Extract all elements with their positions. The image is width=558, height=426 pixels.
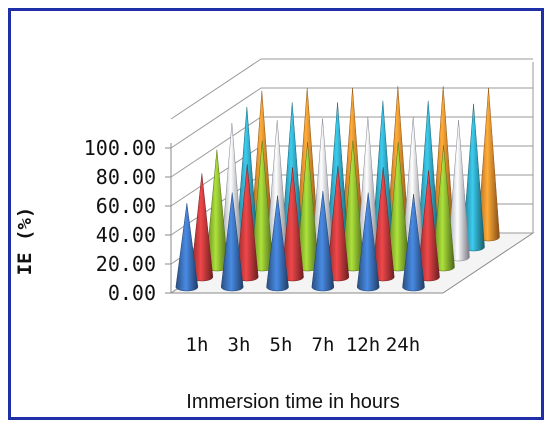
- x-category-label: 7h: [312, 334, 335, 356]
- y-tick-label: 0.00: [108, 281, 156, 305]
- y-tick-label: 60.00: [96, 194, 156, 218]
- y-tick-labels: 0.00 20.00 40.00 60.00 80.00 100.00: [84, 136, 171, 305]
- cone-mark: [356, 192, 380, 292]
- y-tick-label: 80.00: [96, 165, 156, 189]
- cone-mark: [175, 203, 199, 292]
- y-tick-label: 20.00: [96, 252, 156, 276]
- x-category-label: 1h: [186, 334, 209, 356]
- cone-mark: [402, 194, 425, 292]
- x-category-label: 12h: [346, 334, 380, 356]
- x-category-label: 5h: [270, 334, 293, 356]
- cone-mark: [266, 195, 289, 292]
- cone-mark: [220, 192, 244, 292]
- x-category-labels: 1h 3h 5h 7h 12h 24h: [186, 334, 421, 356]
- y-axis-title: IE (%): [14, 207, 36, 276]
- x-axis-title: Immersion time in hours: [186, 391, 399, 413]
- chart-frame: 0.00 20.00 40.00 60.00 80.00 100.00 1h 3h 5h 7h 1…: [8, 8, 544, 420]
- x-category-label: 24h: [386, 334, 420, 356]
- x-category-label: 3h: [228, 334, 251, 356]
- cone-series: [175, 86, 500, 292]
- cone-mark: [311, 191, 335, 292]
- gridline-side: [170, 58, 262, 120]
- y-tick-label: 40.00: [96, 223, 156, 247]
- gridline-side: [170, 87, 262, 149]
- y-tick-label: 100.00: [84, 136, 156, 160]
